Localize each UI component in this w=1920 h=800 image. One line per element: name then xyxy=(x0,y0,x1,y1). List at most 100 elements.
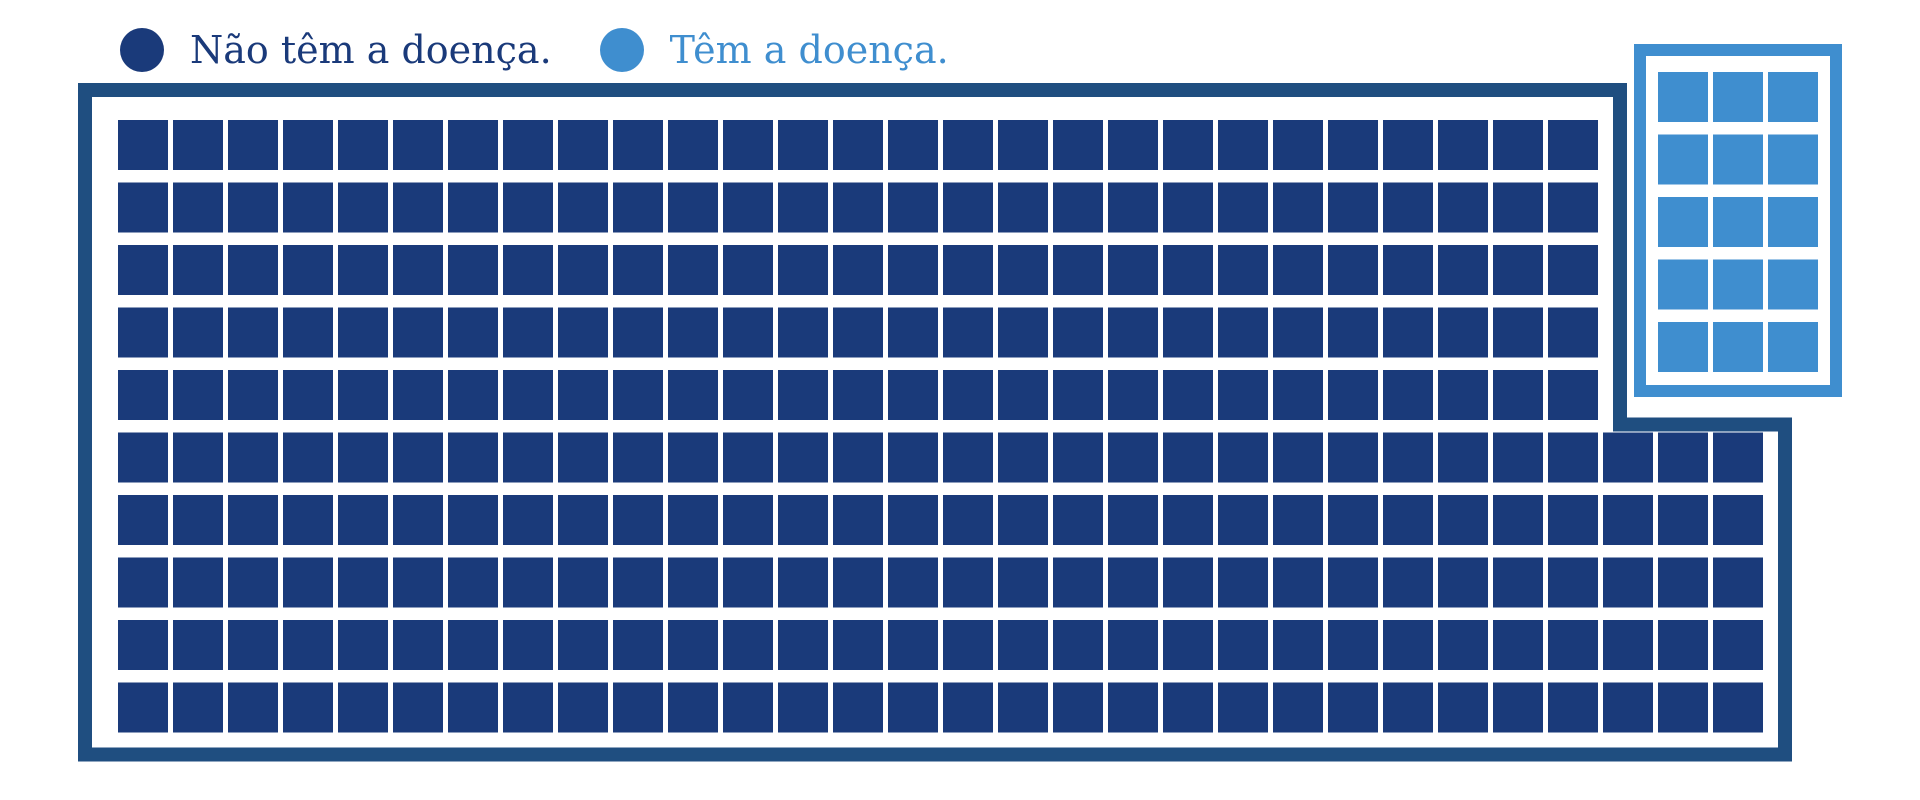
waffle-cell-no-disease xyxy=(1548,370,1598,420)
waffle-cell-no-disease xyxy=(393,682,443,733)
waffle-cell-no-disease xyxy=(1163,182,1213,233)
waffle-cell-no-disease xyxy=(228,120,278,170)
waffle-cell-no-disease xyxy=(1273,557,1323,608)
waffle-cell-no-disease xyxy=(448,495,498,545)
waffle-cell-no-disease xyxy=(998,370,1048,420)
waffle-cell-no-disease xyxy=(558,370,608,420)
waffle-cell-no-disease xyxy=(1548,495,1598,545)
waffle-cell-disease xyxy=(1713,197,1763,247)
waffle-cell-no-disease xyxy=(393,370,443,420)
waffle-cell-no-disease xyxy=(668,682,718,733)
waffle-cell-no-disease xyxy=(173,245,223,295)
waffle-cell-no-disease xyxy=(778,120,828,170)
waffle-cell-no-disease xyxy=(668,370,718,420)
waffle-cell-no-disease xyxy=(118,245,168,295)
waffle-cell-no-disease xyxy=(1163,495,1213,545)
waffle-cell-no-disease xyxy=(283,120,333,170)
waffle-cell-no-disease xyxy=(1658,495,1708,545)
waffle-cell-disease xyxy=(1768,322,1818,372)
waffle-cell-no-disease xyxy=(833,495,883,545)
waffle-cell-no-disease xyxy=(228,682,278,733)
waffle-cell-no-disease xyxy=(888,307,938,358)
waffle-cell-no-disease xyxy=(1273,182,1323,233)
waffle-cell-no-disease xyxy=(1273,682,1323,733)
waffle-cell-no-disease xyxy=(338,120,388,170)
waffle-cell-no-disease xyxy=(283,370,333,420)
waffle-cell-no-disease xyxy=(1383,182,1433,233)
waffle-cell-no-disease xyxy=(283,307,333,358)
waffle-cell-no-disease xyxy=(1438,182,1488,233)
waffle-cell-no-disease xyxy=(503,620,553,670)
waffle-cell-no-disease xyxy=(778,557,828,608)
waffle-cell-no-disease xyxy=(723,620,773,670)
waffle-cell-no-disease xyxy=(558,495,608,545)
waffle-cell-no-disease xyxy=(393,307,443,358)
waffle-cell-no-disease xyxy=(1053,495,1103,545)
waffle-cell-no-disease xyxy=(173,370,223,420)
waffle-cell-no-disease xyxy=(1108,557,1158,608)
waffle-cell-no-disease xyxy=(1383,245,1433,295)
waffle-cell-no-disease xyxy=(118,620,168,670)
waffle-cell-no-disease xyxy=(228,307,278,358)
waffle-cell-no-disease xyxy=(998,557,1048,608)
waffle-cell-no-disease xyxy=(1328,620,1378,670)
waffle-cell-disease xyxy=(1658,322,1708,372)
waffle-cell-no-disease xyxy=(228,620,278,670)
waffle-cell-no-disease xyxy=(888,245,938,295)
waffle-cell-no-disease xyxy=(778,620,828,670)
waffle-cell-no-disease xyxy=(943,557,993,608)
waffle-cell-no-disease xyxy=(1053,245,1103,295)
waffle-cell-no-disease xyxy=(998,120,1048,170)
waffle-cell-no-disease xyxy=(1493,682,1543,733)
waffle-cell-no-disease xyxy=(1493,620,1543,670)
waffle-cell-no-disease xyxy=(448,682,498,733)
waffle-cell-no-disease xyxy=(943,182,993,233)
waffle-cell-no-disease xyxy=(1438,432,1488,483)
waffle-cell-no-disease xyxy=(1438,120,1488,170)
waffle-cell-no-disease xyxy=(778,682,828,733)
waffle-cell-no-disease xyxy=(1218,495,1268,545)
waffle-cell-no-disease xyxy=(1548,557,1598,608)
waffle-cell-disease xyxy=(1768,259,1818,310)
waffle-cell-no-disease xyxy=(448,620,498,670)
waffle-cell-no-disease xyxy=(943,620,993,670)
waffle-cell-no-disease xyxy=(503,557,553,608)
waffle-cell-no-disease xyxy=(1383,432,1433,483)
waffle-cell-no-disease xyxy=(613,370,663,420)
waffle-cell-no-disease xyxy=(1383,120,1433,170)
waffle-cell-no-disease xyxy=(503,495,553,545)
disease-frame xyxy=(1634,44,1842,397)
waffle-cell-disease xyxy=(1768,197,1818,247)
waffle-cell-no-disease xyxy=(723,495,773,545)
waffle-cell-no-disease xyxy=(1548,682,1598,733)
waffle-cell-no-disease xyxy=(1658,432,1708,483)
waffle-cell-no-disease xyxy=(448,432,498,483)
waffle-cell-no-disease xyxy=(173,557,223,608)
waffle-cell-no-disease xyxy=(1383,620,1433,670)
waffle-cell-no-disease xyxy=(228,182,278,233)
waffle-cell-no-disease xyxy=(943,495,993,545)
waffle-cell-no-disease xyxy=(888,682,938,733)
waffle-cell-no-disease xyxy=(393,182,443,233)
waffle-cell-no-disease xyxy=(723,120,773,170)
waffle-cell-no-disease xyxy=(118,495,168,545)
waffle-cell-no-disease xyxy=(1493,182,1543,233)
waffle-cell-no-disease xyxy=(613,620,663,670)
waffle-cell-no-disease xyxy=(1658,620,1708,670)
waffle-cell-no-disease xyxy=(1163,557,1213,608)
waffle-cell-disease xyxy=(1658,72,1708,122)
waffle-cell-no-disease xyxy=(1273,307,1323,358)
waffle-cell-no-disease xyxy=(558,432,608,483)
waffle-cell-no-disease xyxy=(723,432,773,483)
waffle-cell-no-disease xyxy=(338,307,388,358)
waffle-cell-no-disease xyxy=(1108,307,1158,358)
waffle-cell-no-disease xyxy=(833,182,883,233)
waffle-cell-no-disease xyxy=(173,682,223,733)
waffle-cell-no-disease xyxy=(338,682,388,733)
waffle-cell-no-disease xyxy=(1273,495,1323,545)
waffle-cell-no-disease xyxy=(118,120,168,170)
waffle-cell-no-disease xyxy=(833,620,883,670)
waffle-cell-no-disease xyxy=(338,245,388,295)
waffle-cell-no-disease xyxy=(448,245,498,295)
waffle-cell-no-disease xyxy=(1163,120,1213,170)
